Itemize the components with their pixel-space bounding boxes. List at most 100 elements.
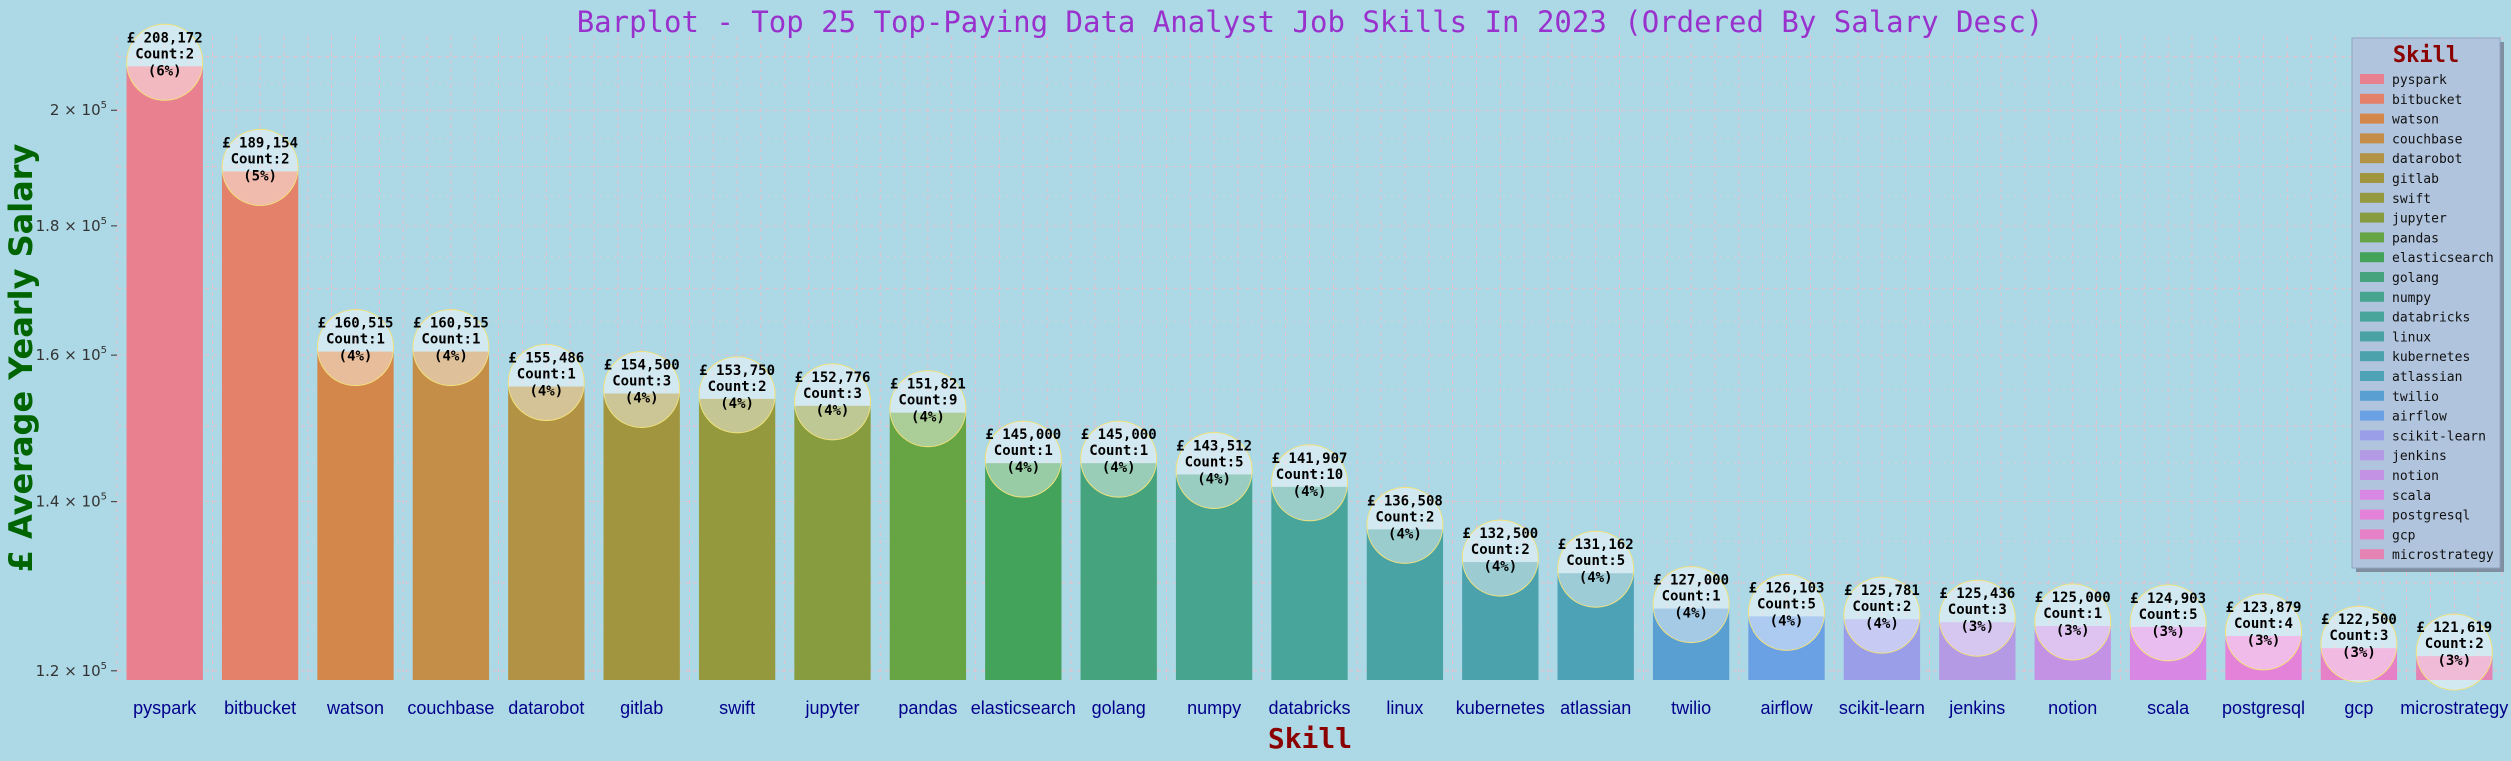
x-tick-label: notion [2048,698,2097,718]
data-label-percent: (3%) [2342,645,2376,661]
label-bubble [412,309,490,387]
label-bubble [1080,420,1158,498]
label-bubble [1461,519,1539,597]
legend-swatch [2360,133,2384,144]
label-bubble [889,370,967,448]
legend-label: pyspark [2392,73,2447,88]
label-bubble [603,351,681,429]
x-tick-label: datarobot [508,698,584,718]
data-label-percent: (4%) [1770,613,1804,629]
label-bubble [507,344,585,422]
bar-datarobot [508,386,585,680]
data-label-percent: (4%) [1102,460,1136,476]
data-label-value: £ 208,172 [127,30,203,46]
legend-swatch [2360,351,2384,362]
y-tick-label: 1.4 × 105 [36,492,107,511]
x-tick-label: databricks [1268,698,1350,718]
label-bubble [2129,584,2207,662]
x-tick-label: swift [719,698,755,718]
data-label-count: Count:5 [1566,553,1625,569]
bar-swift [698,398,776,680]
x-tick-label: couchbase [407,698,494,718]
x-axis-ticks: pyspark bitbucket watson couchbase datarobot… [133,698,2508,718]
bar-atlassian [1557,573,1634,680]
data-label-percent: (4%) [1197,471,1231,487]
data-label-percent: (4%) [1865,616,1899,632]
bar-bitbucket [221,171,299,681]
data-label-percent: (4%) [1674,606,1708,622]
x-tick-label: numpy [1187,698,1241,718]
data-label-value: £ 152,776 [795,370,871,386]
data-label-value: £ 125,781 [1844,583,1920,599]
legend: Skill pyspark bitbucket watson couchbase dat… [2351,37,2504,572]
data-label-value: £ 143,512 [1176,438,1252,454]
legend-label: datarobot [2392,152,2462,167]
legend-label: elasticsearch [2392,251,2494,266]
bar-kubernetes [1462,562,1539,680]
data-label-percent: (3%) [2056,623,2090,639]
data-label-count: Count:1 [1089,443,1148,459]
legend-swatch [2360,93,2384,104]
data-label-count: Count:2 [135,46,194,62]
legend-swatch [2360,291,2384,302]
legend-label: jupyter [2392,212,2447,227]
data-label-value: £ 121,619 [2416,620,2492,636]
data-label-value: £ 122,500 [2321,612,2397,628]
data-label-value: £ 127,000 [1653,573,1729,589]
data-label-value: £ 136,508 [1367,493,1443,509]
legend-label: watson [2392,113,2439,128]
bar-elasticsearch [985,463,1062,680]
data-label-value: £ 160,515 [413,316,489,332]
data-label-value: £ 125,436 [1939,586,2015,602]
bar-watson [317,351,394,680]
data-label-count: Count:4 [2234,616,2293,632]
label-bubble [794,363,871,441]
y-tick-label: 1.6 × 105 [36,345,107,364]
data-label-percent: (4%) [911,410,945,426]
bar-twilio [1652,608,1730,680]
data-label-count: Count:1 [1662,589,1721,605]
legend-label: databricks [2392,311,2470,326]
legend-swatch [2360,470,2384,480]
legend-label: microstrategy [2392,548,2494,563]
data-label-count: Count:2 [1471,542,1530,558]
bar-gitlab [603,393,680,680]
legend-label: jenkins [2392,449,2447,464]
data-label-percent: (4%) [1579,570,1613,586]
data-label-count: Count:10 [1276,467,1343,483]
legend-label: postgresql [2392,509,2470,524]
x-tick-label: elasticsearch [971,698,1076,718]
legend-swatch [2360,311,2384,322]
x-tick-label: atlassian [1560,698,1631,718]
bar-gcp [2320,648,2398,680]
legend-label: swift [2392,192,2431,207]
legend-swatch [2360,430,2384,441]
data-label-percent: (3%) [2437,653,2471,669]
legend-swatch [2360,331,2384,342]
data-label-percent: (4%) [1006,460,1040,476]
bar-pandas [889,412,967,680]
label-bubble [1843,576,1921,654]
data-label-count: Count:2 [1375,509,1434,525]
data-label-value: £ 155,486 [508,351,584,367]
data-label-count: Count:2 [1852,599,1911,615]
data-label-count: Count:1 [421,332,480,348]
label-bubble [984,420,1062,498]
label-bubble [317,309,394,387]
bar-golang [1080,463,1157,680]
bar-jupyter [794,405,871,680]
legend-label: gcp [2392,528,2416,543]
data-label-value: £ 124,903 [2130,591,2206,607]
bar-scikit-learn [1843,619,1921,680]
bar-scala [2129,626,2207,680]
x-tick-label: airflow [1760,698,1813,718]
bars [126,66,2493,681]
bar-couchbase [412,351,490,680]
data-label-value: £ 145,000 [985,427,1061,443]
legend-label: numpy [2392,291,2431,306]
data-label-count: Count:5 [2139,607,2198,623]
legend-swatch [2360,410,2384,421]
data-label-percent: (4%) [1293,484,1327,500]
x-tick-label: gitlab [620,698,663,718]
